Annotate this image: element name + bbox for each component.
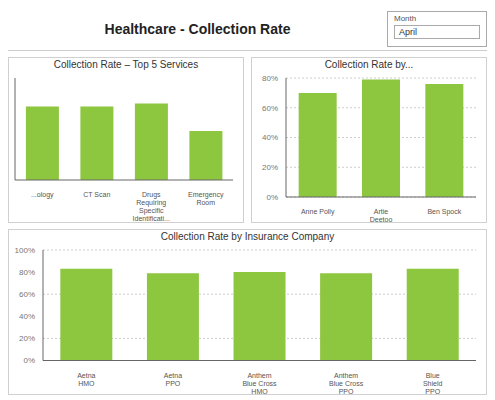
svg-text:Ben Spock: Ben Spock [427,208,461,216]
svg-text:AetnaHMO: AetnaHMO [77,372,95,387]
html-text:Collection Rate by Insurance C: Collection Rate by Insurance Company [160,231,335,242]
svg-text:20%: 20% [262,163,278,172]
html-text:Collection Rate – Top 5 Servic: Collection Rate – Top 5 Services [53,59,199,70]
svg-text:AetnaPPO: AetnaPPO [164,372,182,387]
svg-text:0%: 0% [23,356,35,365]
svg-text:80%: 80% [19,268,35,277]
svg-text:0%: 0% [266,193,278,202]
svg-text:EmergencyRoom: EmergencyRoom [188,191,224,206]
svg-text:DrugsRequiringSpecificIdentifi: DrugsRequiringSpecificIdentificati... [133,191,170,222]
svg-text:20%: 20% [19,334,35,343]
svg-text:100%: 100% [15,246,35,255]
html-text:Healthcare - Collection Rate: Healthcare - Collection Rate [104,21,291,37]
svg-text:80%: 80% [262,74,278,83]
svg-text:AnthemBlue CrossPPO: AnthemBlue CrossPPO [329,372,364,395]
svg-text:60%: 60% [19,290,35,299]
svg-text:Anne Polly: Anne Polly [301,208,335,216]
svg-text:AnthemBlue CrossHMO: AnthemBlue CrossHMO [242,372,277,395]
svg-text:40%: 40% [19,312,35,321]
svg-text:60%: 60% [262,104,278,113]
svg-text:...ology: ...ology [31,191,54,199]
html-text:Collection Rate by...: Collection Rate by... [324,59,414,70]
html-text:April: April [399,27,417,37]
svg-text:BlueShieldPPO: BlueShieldPPO [423,372,443,395]
svg-text:CT Scan: CT Scan [83,191,110,198]
html-text:Month: Month [394,14,417,23]
svg-text:40%: 40% [262,133,278,142]
svg-text:ArtieDeetoo: ArtieDeetoo [370,208,393,222]
